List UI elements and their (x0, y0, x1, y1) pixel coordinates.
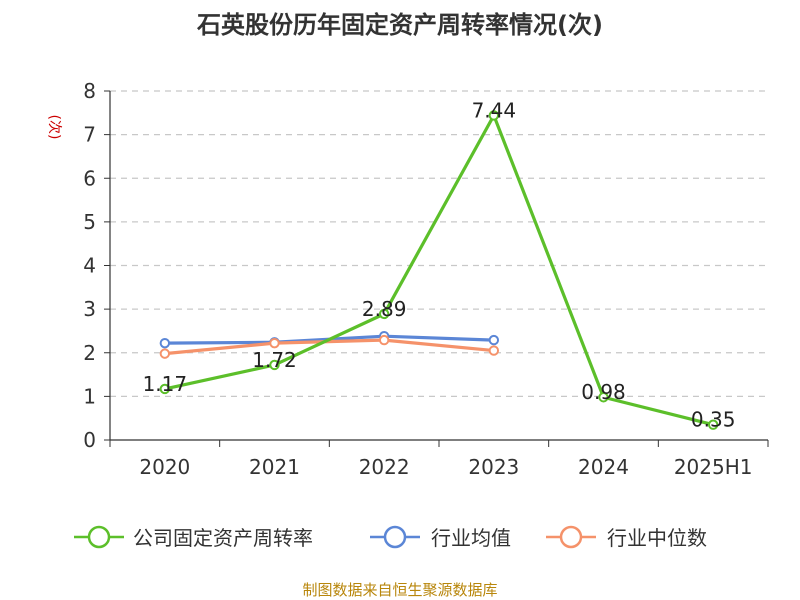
legend-item-1: 行业均值 (370, 525, 511, 550)
legend-swatch-marker-2 (559, 525, 583, 549)
series-2-point-2020 (159, 348, 171, 359)
x-tick-label-2023: 2023 (468, 455, 519, 479)
series-0-point-2021 (269, 359, 280, 371)
legend: 公司固定资产周转率 行业均值 行业中位数 (74, 525, 707, 550)
x-tick-label-2021: 2021 (249, 455, 300, 479)
legend-label-1: 行业均值 (431, 526, 511, 550)
legend-label-0: 公司固定资产周转率 (133, 526, 313, 550)
series-2-point-2023 (488, 345, 500, 356)
series-0-point-2020 (159, 383, 171, 395)
y-tick-label-8: 8 (83, 79, 96, 103)
legend-swatch-marker-0 (87, 525, 111, 549)
legend-label-2: 行业中位数 (607, 526, 707, 550)
series-1-point-2020 (159, 337, 171, 349)
series-2-point-2021 (269, 337, 280, 349)
y-tick-label-3: 3 (83, 297, 96, 321)
series-2 (159, 334, 500, 359)
source-note: 制图数据来自恒生聚源数据库 (302, 581, 497, 599)
series-line-0 (164, 113, 714, 427)
data-label-2021: 1.72 (252, 348, 297, 372)
series-0 (159, 110, 719, 430)
series-0-point-2025H1 (707, 419, 719, 430)
x-tick-label-2025H1: 2025H1 (674, 455, 753, 479)
data-label-2025H1: 0.35 (691, 408, 736, 432)
series-1-point-2023 (488, 334, 500, 346)
axes: 0 1 2 3 4 5 6 7 8 2020 2021 2022 2023 2024 2025H1 (83, 79, 769, 479)
y-tick-label-0: 0 (83, 428, 96, 452)
x-tick-label-2022: 2022 (359, 455, 410, 479)
data-labels: 1.17 1.72 2.89 7.44 0.98 0.35 (143, 98, 736, 431)
y-tick-label-6: 6 (83, 166, 96, 190)
x-tick-label-2020: 2020 (139, 455, 190, 479)
series-0-point-2022 (378, 308, 390, 320)
data-label-2022: 2.89 (362, 297, 407, 321)
y-tick-label-7: 7 (83, 123, 96, 147)
legend-swatch-marker-1 (383, 525, 407, 549)
y-tick-label-5: 5 (83, 210, 96, 234)
series-layer (159, 110, 719, 430)
series-0-point-2023 (488, 110, 500, 121)
legend-item-0: 公司固定资产周转率 (74, 525, 313, 550)
y-axis-label: (次) (46, 115, 62, 140)
chart-title: 石英股份历年固定资产周转率情况(次) (196, 11, 603, 39)
data-label-2020: 1.17 (143, 372, 188, 396)
data-label-2023: 7.44 (472, 98, 517, 122)
y-tick-label-4: 4 (83, 254, 96, 278)
data-label-2024: 0.98 (581, 380, 626, 404)
legend-item-2: 行业中位数 (546, 525, 707, 550)
y-tick-label-2: 2 (83, 341, 96, 365)
x-tick-label-2024: 2024 (578, 455, 629, 479)
series-line-2 (164, 338, 494, 356)
series-2-point-2022 (378, 334, 390, 346)
series-0-point-2024 (598, 392, 609, 403)
y-tick-label-1: 1 (83, 384, 96, 408)
